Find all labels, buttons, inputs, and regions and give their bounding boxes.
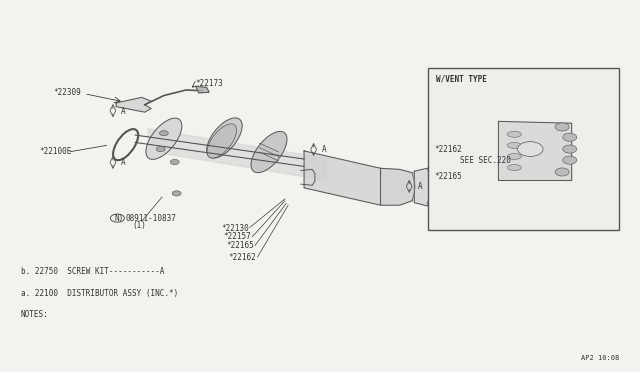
Circle shape xyxy=(440,174,452,181)
Text: A: A xyxy=(322,145,326,154)
Polygon shape xyxy=(116,97,151,112)
Text: *22309: *22309 xyxy=(53,89,81,97)
Circle shape xyxy=(156,147,165,152)
Text: *22100E: *22100E xyxy=(40,147,72,156)
Circle shape xyxy=(518,142,543,157)
Ellipse shape xyxy=(508,142,522,148)
Text: A: A xyxy=(417,182,422,191)
Ellipse shape xyxy=(508,131,522,137)
Text: 08911-10837: 08911-10837 xyxy=(125,214,177,223)
Text: AP2 10:08: AP2 10:08 xyxy=(581,355,620,361)
Ellipse shape xyxy=(207,118,242,158)
Text: *22162: *22162 xyxy=(435,145,463,154)
Circle shape xyxy=(427,200,438,206)
Circle shape xyxy=(428,167,439,173)
Text: b. 22750  SCREW KIT-----------A: b. 22750 SCREW KIT-----------A xyxy=(20,267,164,276)
Circle shape xyxy=(563,145,577,153)
Circle shape xyxy=(172,191,181,196)
Circle shape xyxy=(429,181,448,192)
Text: *22130: *22130 xyxy=(221,224,248,232)
Text: SEE SEC.220: SEE SEC.220 xyxy=(460,156,511,166)
FancyBboxPatch shape xyxy=(428,68,620,230)
Circle shape xyxy=(563,156,577,164)
Circle shape xyxy=(159,131,168,136)
Text: *22173: *22173 xyxy=(196,79,223,88)
Polygon shape xyxy=(148,129,326,180)
Text: W/VENT TYPE: W/VENT TYPE xyxy=(436,74,487,83)
Text: A: A xyxy=(121,158,126,167)
Text: *22157: *22157 xyxy=(223,232,251,241)
Circle shape xyxy=(555,168,569,176)
Circle shape xyxy=(436,169,448,175)
Text: *22165: *22165 xyxy=(435,172,463,181)
Circle shape xyxy=(440,192,451,199)
Ellipse shape xyxy=(251,131,287,173)
Polygon shape xyxy=(414,168,447,206)
Polygon shape xyxy=(499,121,572,180)
Circle shape xyxy=(563,133,577,141)
Text: a. 22100  DISTRIBUTOR ASSY (INC.*): a. 22100 DISTRIBUTOR ASSY (INC.*) xyxy=(20,289,178,298)
Polygon shape xyxy=(381,168,415,205)
Ellipse shape xyxy=(508,164,522,170)
Ellipse shape xyxy=(207,124,237,158)
Ellipse shape xyxy=(146,118,182,159)
Text: (1): (1) xyxy=(132,221,146,230)
Circle shape xyxy=(555,123,569,131)
Circle shape xyxy=(436,198,447,204)
Polygon shape xyxy=(196,86,209,93)
Text: *22162: *22162 xyxy=(228,253,256,263)
Ellipse shape xyxy=(508,154,522,160)
Text: NOTES:: NOTES: xyxy=(20,310,48,319)
Text: A: A xyxy=(121,106,126,116)
Circle shape xyxy=(170,160,179,164)
Polygon shape xyxy=(304,151,381,205)
Text: N): N) xyxy=(115,214,124,223)
Text: *22165: *22165 xyxy=(226,241,253,250)
